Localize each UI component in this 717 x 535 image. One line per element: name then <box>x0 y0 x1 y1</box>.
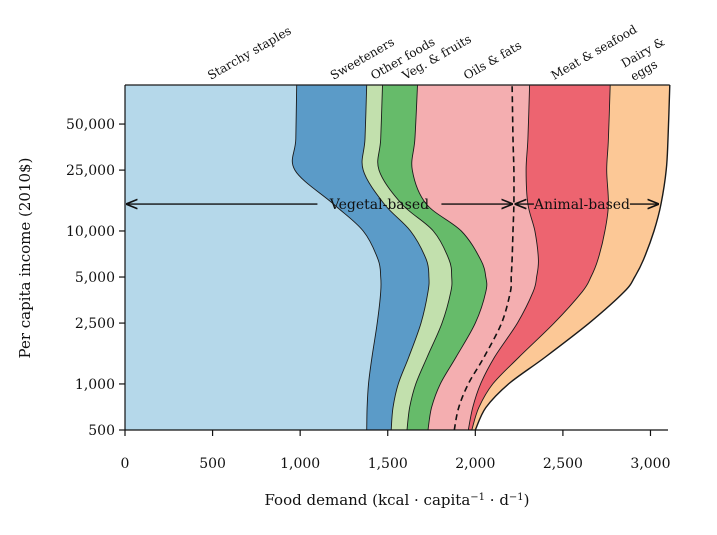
x-tick-label: 0 <box>121 456 130 472</box>
animal-label: Animal-based <box>533 197 630 213</box>
boundary-starchy-staples <box>291 84 382 431</box>
vegetal-animal-boundary <box>453 84 515 431</box>
y-tick-label: 10,000 <box>66 224 115 240</box>
axes-frame <box>124 85 668 431</box>
boundary-oils-fats <box>467 84 539 431</box>
area-oils-fats <box>411 85 539 430</box>
y-tick-label: 25,000 <box>66 163 115 179</box>
category-label: Meat & seafood <box>549 22 640 83</box>
vegetal-label: Vegetal-based <box>329 197 429 213</box>
x-tick-label: 500 <box>199 456 226 472</box>
x-axis-title: Food demand (kcal · capita−1 · d−1) <box>264 491 529 509</box>
y-axis-title: Per capita income (2010$) <box>16 158 34 359</box>
x-tick-label: 3,000 <box>630 456 670 472</box>
area-layer <box>125 85 670 430</box>
tick-layer: 0 500 1,000 1,500 2,000 2,500 3,000 500 1,000 2,5… <box>66 117 671 472</box>
y-tick-label: 500 <box>88 423 115 439</box>
boundary-meat-seafood <box>471 84 611 431</box>
area-dairy-eggs <box>471 85 670 430</box>
y-tick-label: 2,500 <box>75 316 115 332</box>
area-starchy-staples <box>125 85 382 430</box>
x-tick-label: 2,500 <box>543 456 583 472</box>
boundary-veg-fruits <box>411 84 488 431</box>
area-sweeteners <box>292 85 430 430</box>
boundary-sweeteners <box>361 84 430 431</box>
area-other-foods <box>362 85 452 430</box>
x-tick-label: 2,000 <box>455 456 495 472</box>
boundary-dairy-eggs <box>474 84 671 431</box>
y-tick-label: 1,000 <box>75 377 115 393</box>
y-tick-label: 5,000 <box>75 270 115 286</box>
x-tick-label: 1,500 <box>368 456 408 472</box>
annotation-layer: Vegetal-based Animal-based <box>127 197 658 213</box>
area-veg-fruits <box>377 85 487 430</box>
y-tick-label: 50,000 <box>66 117 115 133</box>
x-tick-label: 1,000 <box>280 456 320 472</box>
boundary-layer <box>125 84 671 431</box>
boundary-other-foods <box>377 84 453 431</box>
category-label: Starchy staples <box>205 24 293 83</box>
